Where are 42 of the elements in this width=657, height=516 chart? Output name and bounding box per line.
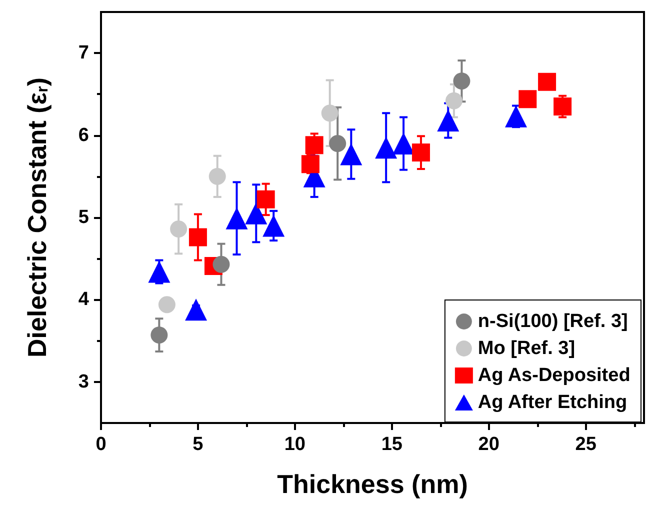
point bbox=[212, 256, 230, 273]
x-tick-label: 10 bbox=[284, 434, 306, 455]
point bbox=[185, 298, 208, 321]
legend-label: n-Si(100) [Ref. 3] bbox=[478, 311, 628, 332]
point bbox=[170, 220, 188, 238]
point bbox=[453, 72, 470, 90]
point bbox=[375, 136, 398, 159]
x-tick-label: 25 bbox=[575, 434, 597, 455]
x-tick-label: 5 bbox=[192, 434, 204, 455]
point bbox=[538, 72, 556, 91]
y-tick-label: 5 bbox=[78, 207, 90, 228]
point bbox=[321, 104, 338, 122]
legend-label: Ag As-Deposited bbox=[478, 365, 630, 386]
point bbox=[301, 155, 320, 174]
point bbox=[158, 296, 176, 314]
legend-label: Mo [Ref. 3] bbox=[478, 338, 576, 359]
point bbox=[208, 168, 226, 185]
point bbox=[256, 190, 275, 208]
point bbox=[445, 92, 462, 110]
point bbox=[412, 144, 430, 162]
x-tick-label: 15 bbox=[381, 434, 403, 455]
point bbox=[245, 202, 268, 224]
point bbox=[340, 143, 362, 166]
y-tick-label: 4 bbox=[78, 289, 90, 310]
point bbox=[262, 214, 285, 237]
y-tick-label: 6 bbox=[78, 124, 89, 146]
y-tick-label: 3 bbox=[78, 371, 89, 392]
point bbox=[148, 260, 170, 283]
point bbox=[188, 228, 207, 246]
x-tick-label: 0 bbox=[96, 434, 106, 455]
point bbox=[554, 98, 572, 116]
x-axis-title: Thickness (nm) bbox=[277, 469, 468, 499]
point bbox=[518, 90, 537, 108]
point bbox=[226, 207, 248, 230]
y-tick-label: 7 bbox=[78, 42, 89, 64]
x-tick-label: 20 bbox=[478, 434, 500, 455]
y-axis-title: Dielectric Constant (εr) bbox=[22, 77, 52, 358]
point bbox=[305, 136, 324, 154]
legend-label: Ag After Etching bbox=[478, 392, 628, 413]
point bbox=[329, 135, 346, 152]
point bbox=[150, 326, 168, 344]
point bbox=[437, 110, 460, 132]
